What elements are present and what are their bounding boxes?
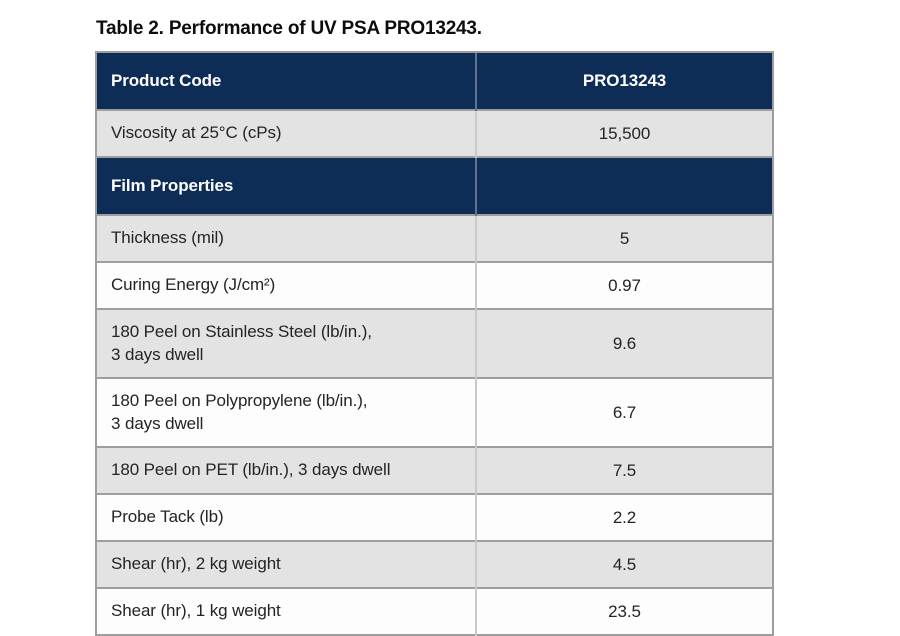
table-row-shear-2kg: Shear (hr), 2 kg weight 4.5 (96, 540, 773, 588)
row-label: Shear (hr), 2 kg weight (96, 540, 476, 588)
row-label: 180 Peel on PET (lb/in.), 3 days dwell (96, 446, 476, 494)
row-value: 0.97 (475, 261, 773, 309)
table-row-probe-tack: Probe Tack (lb) 2.2 (96, 493, 773, 541)
row-label: Viscosity at 25°C (cPs) (96, 109, 476, 157)
column-header-product-value: PRO13243 (475, 51, 773, 110)
table-row-peel-pet: 180 Peel on PET (lb/in.), 3 days dwell 7… (96, 446, 773, 494)
row-value: 15,500 (475, 109, 773, 157)
row-value: 4.5 (475, 540, 773, 588)
row-label: Probe Tack (lb) (96, 493, 476, 541)
row-label: Thickness (mil) (96, 214, 476, 262)
section-header-empty-cell (475, 156, 773, 215)
table-row-curing-energy: Curing Energy (J/cm²) 0.97 (96, 261, 773, 309)
row-value: 23.5 (475, 587, 773, 635)
row-label: 180 Peel on Stainless Steel (lb/in.), 3 … (96, 308, 476, 378)
table-row-viscosity: Viscosity at 25°C (cPs) 15,500 (96, 109, 773, 157)
table-row-peel-stainless-steel: 180 Peel on Stainless Steel (lb/in.), 3 … (96, 308, 773, 378)
table-caption: Table 2. Performance of UV PSA PRO13243. (96, 18, 482, 39)
section-header-label: Film Properties (96, 156, 476, 215)
row-value: 6.7 (475, 377, 773, 447)
row-value: 2.2 (475, 493, 773, 541)
row-value: 9.6 (475, 308, 773, 378)
table-header-row: Product Code PRO13243 (96, 51, 773, 110)
table-row-shear-1kg: Shear (hr), 1 kg weight 23.5 (96, 587, 773, 635)
row-label: Shear (hr), 1 kg weight (96, 587, 476, 635)
row-label: 180 Peel on Polypropylene (lb/in.), 3 da… (96, 377, 476, 447)
row-value: 5 (475, 214, 773, 262)
performance-table: Product Code PRO13243 Viscosity at 25°C … (95, 51, 774, 636)
table-row-peel-polypropylene: 180 Peel on Polypropylene (lb/in.), 3 da… (96, 377, 773, 447)
column-header-product-code: Product Code (96, 51, 476, 110)
page-content: Table 2. Performance of UV PSA PRO13243.… (95, 18, 775, 636)
row-value: 7.5 (475, 446, 773, 494)
row-label: Curing Energy (J/cm²) (96, 261, 476, 309)
section-header-film-properties: Film Properties (96, 156, 773, 215)
table-row-thickness: Thickness (mil) 5 (96, 214, 773, 262)
